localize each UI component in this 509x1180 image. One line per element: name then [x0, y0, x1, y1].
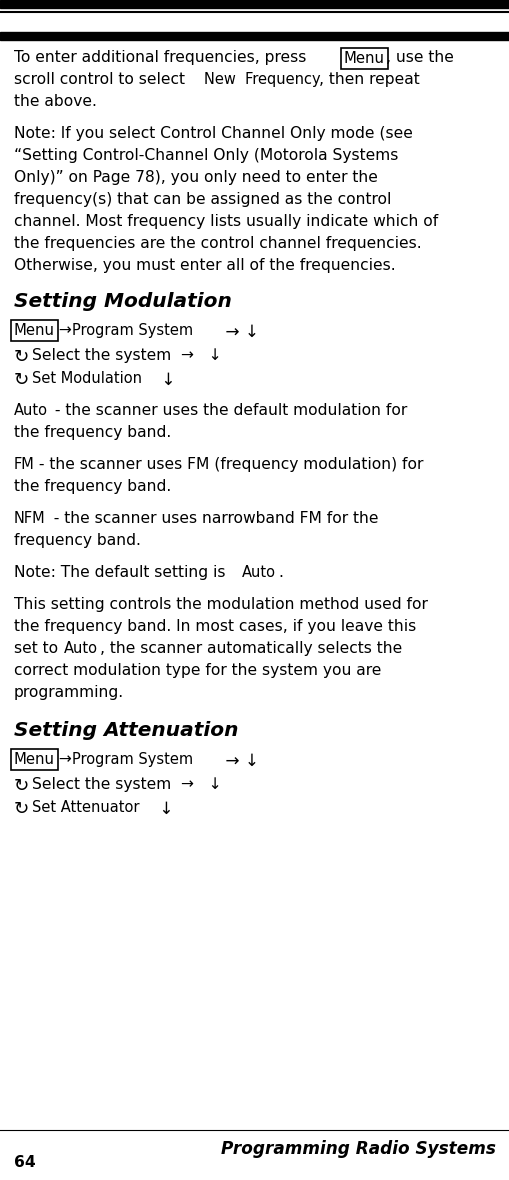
- Text: 64: 64: [14, 1155, 36, 1171]
- Text: , use the: , use the: [385, 50, 453, 65]
- Text: the frequencies are the control channel frequencies.: the frequencies are the control channel …: [14, 236, 421, 251]
- Text: the frequency band.: the frequency band.: [14, 425, 171, 440]
- Text: Menu: Menu: [344, 51, 384, 66]
- Text: - the scanner uses the default modulation for: - the scanner uses the default modulatio…: [50, 404, 407, 418]
- Text: Note: The default setting is: Note: The default setting is: [14, 565, 230, 581]
- Text: Auto: Auto: [242, 565, 275, 581]
- Text: channel. Most frequency lists usually indicate which of: channel. Most frequency lists usually in…: [14, 214, 437, 229]
- Text: , the scanner automatically selects the: , the scanner automatically selects the: [100, 641, 402, 656]
- Text: → ↓: → ↓: [219, 323, 259, 341]
- Text: the frequency band.: the frequency band.: [14, 479, 171, 494]
- Text: Program System: Program System: [72, 323, 193, 337]
- Text: Select the system  →   ↓: Select the system → ↓: [32, 348, 221, 363]
- Text: Only)” on Page 78), you only need to enter the: Only)” on Page 78), you only need to ent…: [14, 170, 377, 185]
- Text: Menu: Menu: [14, 323, 55, 337]
- Text: NFM: NFM: [14, 511, 45, 526]
- Text: - the scanner uses FM (frequency modulation) for: - the scanner uses FM (frequency modulat…: [34, 457, 422, 472]
- Text: ↓: ↓: [156, 371, 175, 389]
- Text: correct modulation type for the system you are: correct modulation type for the system y…: [14, 663, 381, 678]
- Text: → ↓: → ↓: [219, 752, 259, 771]
- Text: ↓: ↓: [154, 800, 173, 818]
- Text: - the scanner uses narrowband FM for the: - the scanner uses narrowband FM for the: [44, 511, 378, 526]
- Text: frequency band.: frequency band.: [14, 533, 140, 548]
- Text: “Setting Control-Channel Only (Motorola Systems: “Setting Control-Channel Only (Motorola …: [14, 148, 398, 163]
- Text: Auto: Auto: [64, 641, 98, 656]
- Text: Select the system  →   ↓: Select the system → ↓: [32, 776, 221, 792]
- Text: ↻: ↻: [14, 800, 30, 818]
- Text: the above.: the above.: [14, 94, 97, 109]
- Text: Note: If you select Control Channel Only mode (see: Note: If you select Control Channel Only…: [14, 126, 412, 140]
- Bar: [0, 32, 509, 40]
- Text: scroll control to select: scroll control to select: [14, 72, 189, 87]
- Text: set to: set to: [14, 641, 63, 656]
- Text: ↻: ↻: [14, 776, 30, 795]
- Text: frequency(s) that can be assigned as the control: frequency(s) that can be assigned as the…: [14, 192, 390, 206]
- Text: New  Frequency: New Frequency: [204, 72, 320, 87]
- Text: , then repeat: , then repeat: [318, 72, 419, 87]
- Text: Programming Radio Systems: Programming Radio Systems: [221, 1140, 495, 1158]
- Text: Otherwise, you must enter all of the frequencies.: Otherwise, you must enter all of the fre…: [14, 258, 395, 273]
- Text: Setting Attenuation: Setting Attenuation: [14, 721, 238, 740]
- Text: Menu: Menu: [14, 752, 55, 767]
- Bar: [0, 0, 509, 8]
- Text: the frequency band. In most cases, if you leave this: the frequency band. In most cases, if yo…: [14, 620, 415, 634]
- Text: →: →: [54, 323, 76, 337]
- Text: Program System: Program System: [72, 752, 193, 767]
- Text: FM: FM: [14, 457, 35, 472]
- Text: .: .: [277, 565, 282, 581]
- Text: ↻: ↻: [14, 348, 30, 366]
- Text: Set Attenuator: Set Attenuator: [32, 800, 139, 815]
- Text: Set Modulation: Set Modulation: [32, 371, 142, 386]
- Text: This setting controls the modulation method used for: This setting controls the modulation met…: [14, 597, 427, 612]
- Text: ↻: ↻: [14, 371, 30, 389]
- Text: Auto: Auto: [14, 404, 48, 418]
- Text: To enter additional frequencies, press: To enter additional frequencies, press: [14, 50, 310, 65]
- Text: Setting Modulation: Setting Modulation: [14, 291, 232, 312]
- Text: →: →: [54, 752, 76, 767]
- Text: programming.: programming.: [14, 686, 124, 700]
